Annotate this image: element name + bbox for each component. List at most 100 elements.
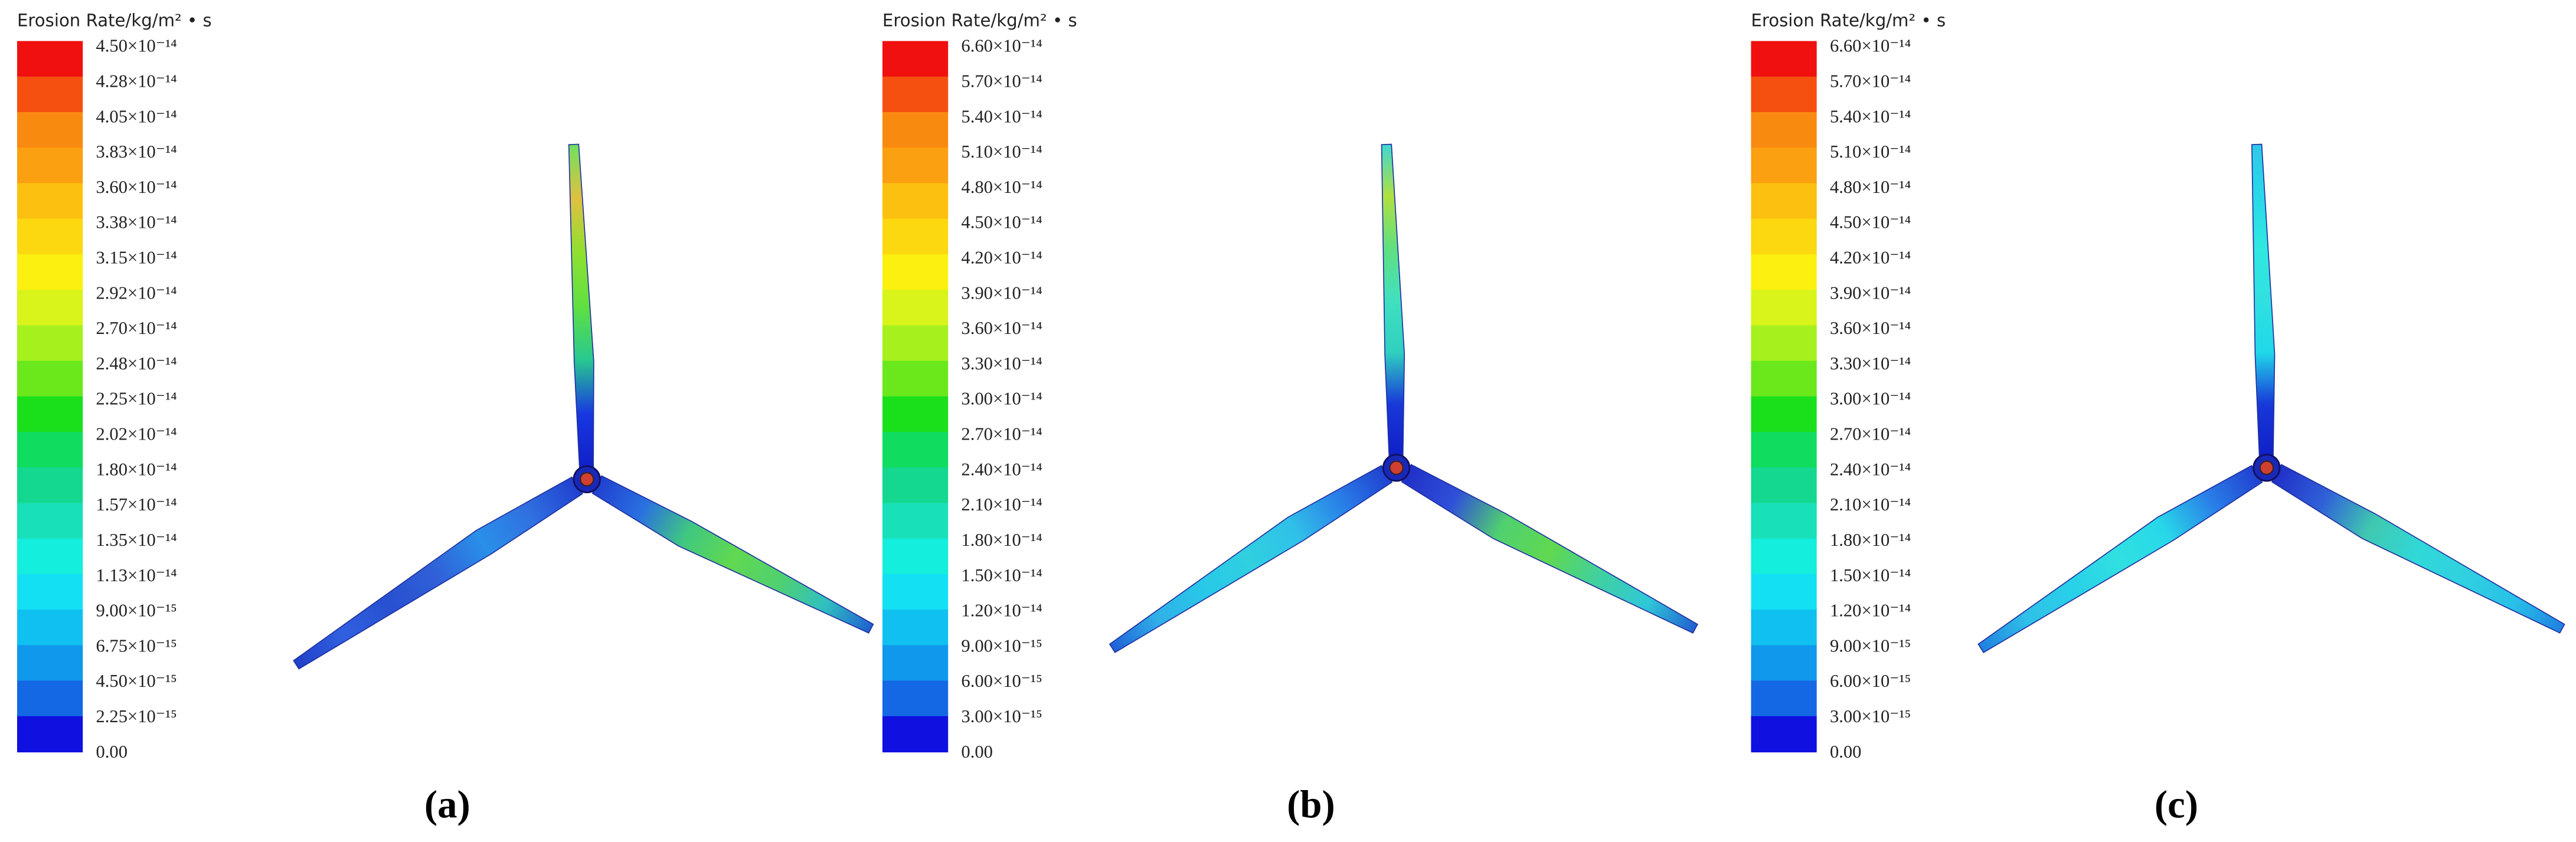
hub-center	[1389, 460, 1404, 476]
turbine	[1977, 143, 2565, 653]
colorbar-band	[17, 610, 83, 646]
legend-label: 2.10×10⁻¹⁴	[1830, 494, 1911, 515]
colorbar-band	[1751, 41, 1817, 77]
caption: (b)	[1287, 783, 1335, 826]
blade	[1381, 143, 1405, 457]
legend-label: 1.50×10⁻¹⁴	[1830, 565, 1911, 585]
legend-label: 2.02×10⁻¹⁴	[96, 424, 177, 444]
legend-label: 6.60×10⁻¹⁴	[961, 36, 1042, 56]
legend-label: 5.70×10⁻¹⁴	[1830, 71, 1911, 91]
colorbar-band	[17, 76, 83, 113]
legend-label: 5.40×10⁻¹⁴	[961, 106, 1042, 126]
colorbar-band	[17, 574, 83, 611]
colorbar-band	[882, 112, 949, 149]
legend-label: 3.00×10⁻¹⁴	[961, 389, 1042, 409]
colorbar	[1751, 41, 1817, 753]
legend-label: 2.70×10⁻¹⁴	[1830, 424, 1911, 444]
legend-label: 2.70×10⁻¹⁴	[96, 318, 177, 338]
colorbar-band	[1751, 218, 1817, 255]
colorbar-band	[1751, 254, 1817, 291]
legend-label: 3.90×10⁻¹⁴	[961, 283, 1042, 303]
legend-label: 1.20×10⁻¹⁴	[1830, 601, 1911, 621]
colorbar-band	[17, 112, 83, 149]
legend-label: 5.70×10⁻¹⁴	[961, 71, 1042, 91]
legend-label: 5.10×10⁻¹⁴	[1830, 142, 1911, 162]
turbine	[1109, 143, 1698, 653]
colorbar-band	[17, 538, 83, 575]
colorbar-band	[882, 76, 949, 113]
colorbar-band	[1751, 574, 1817, 611]
legend-label: 2.25×10⁻¹⁴	[96, 389, 177, 409]
legend-label: 1.50×10⁻¹⁴	[961, 565, 1042, 585]
legend-label: 1.80×10⁻¹⁴	[96, 459, 177, 479]
blade	[2251, 143, 2276, 457]
legend-label: 4.28×10⁻¹⁴	[96, 71, 177, 91]
colorbar-band	[882, 574, 949, 611]
legend-label: 4.05×10⁻¹⁴	[96, 106, 177, 126]
legend-label: 2.92×10⁻¹⁴	[96, 283, 177, 303]
colorbar-band	[17, 680, 83, 717]
legend-label: 6.00×10⁻¹⁵	[1830, 671, 1911, 691]
colorbar-band	[1751, 645, 1817, 682]
colorbar-band	[17, 148, 83, 184]
legend-label: 2.25×10⁻¹⁵	[96, 706, 177, 726]
colorbar-band	[17, 254, 83, 291]
colorbar-band	[1751, 610, 1817, 646]
legend-label: 1.13×10⁻¹⁴	[96, 565, 177, 585]
colorbar-band	[17, 716, 83, 753]
turbine	[293, 143, 874, 670]
colorbar-band	[882, 680, 949, 717]
blade	[1109, 465, 1393, 653]
legend-label: 1.57×10⁻¹⁴	[96, 494, 177, 515]
legend-label: 1.35×10⁻¹⁴	[96, 530, 177, 550]
legend-label: 4.80×10⁻¹⁴	[961, 177, 1042, 197]
legend-label: 5.40×10⁻¹⁴	[1830, 106, 1911, 126]
colorbar-band	[882, 41, 949, 77]
panel: Erosion Rate/kg/m² • s 6.60×10⁻¹⁴ 5.70×10⁻…	[882, 11, 1698, 826]
hub-center	[2259, 460, 2274, 476]
colorbar-band	[882, 538, 949, 575]
legend-label: 3.83×10⁻¹⁴	[96, 142, 177, 162]
legend-label: 3.38×10⁻¹⁴	[96, 212, 177, 232]
legend-title: Erosion Rate/kg/m² • s	[17, 11, 212, 31]
colorbar-band	[17, 218, 83, 255]
legend-label: 4.80×10⁻¹⁴	[1830, 177, 1911, 197]
colorbar-band	[1751, 467, 1817, 504]
legend-title: Erosion Rate/kg/m² • s	[882, 11, 1077, 31]
blade	[1401, 464, 1698, 634]
colorbar-band	[882, 431, 949, 468]
legend-label: 6.00×10⁻¹⁵	[961, 671, 1042, 691]
colorbar-band	[882, 610, 949, 646]
legend-label: 4.50×10⁻¹⁴	[96, 36, 177, 56]
colorbar-band	[1751, 538, 1817, 575]
colorbar-band	[17, 290, 83, 326]
caption: (a)	[424, 783, 470, 826]
colorbar-band	[882, 148, 949, 184]
colorbar-band	[1751, 431, 1817, 468]
colorbar-band	[17, 645, 83, 682]
caption: (c)	[2155, 783, 2198, 826]
colorbar-band	[1751, 716, 1817, 753]
legend-label: 0.00	[961, 742, 993, 762]
legend-label: 3.60×10⁻¹⁴	[96, 177, 177, 197]
colorbar-band	[1751, 148, 1817, 184]
legend-label: 0.00	[1830, 742, 1862, 762]
legend-label: 6.75×10⁻¹⁵	[96, 635, 177, 656]
panel: Erosion Rate/kg/m² • s 6.60×10⁻¹⁴ 5.70×10⁻…	[1751, 11, 2565, 826]
legend-label: 6.60×10⁻¹⁴	[1830, 36, 1911, 56]
colorbar-band	[17, 431, 83, 468]
legend-label: 1.80×10⁻¹⁴	[1830, 530, 1911, 550]
colorbar-band	[1751, 396, 1817, 433]
colorbar-band	[882, 645, 949, 682]
colorbar-band	[1751, 76, 1817, 113]
colorbar-band	[882, 254, 949, 291]
colorbar	[882, 41, 949, 753]
colorbar-band	[17, 183, 83, 219]
colorbar-band	[1751, 112, 1817, 149]
legend-label: 3.00×10⁻¹⁵	[1830, 706, 1911, 726]
legend-label: 9.00×10⁻¹⁵	[1830, 635, 1911, 656]
legend-label: 3.30×10⁻¹⁴	[961, 353, 1042, 374]
legend-label: 3.90×10⁻¹⁴	[1830, 283, 1911, 303]
